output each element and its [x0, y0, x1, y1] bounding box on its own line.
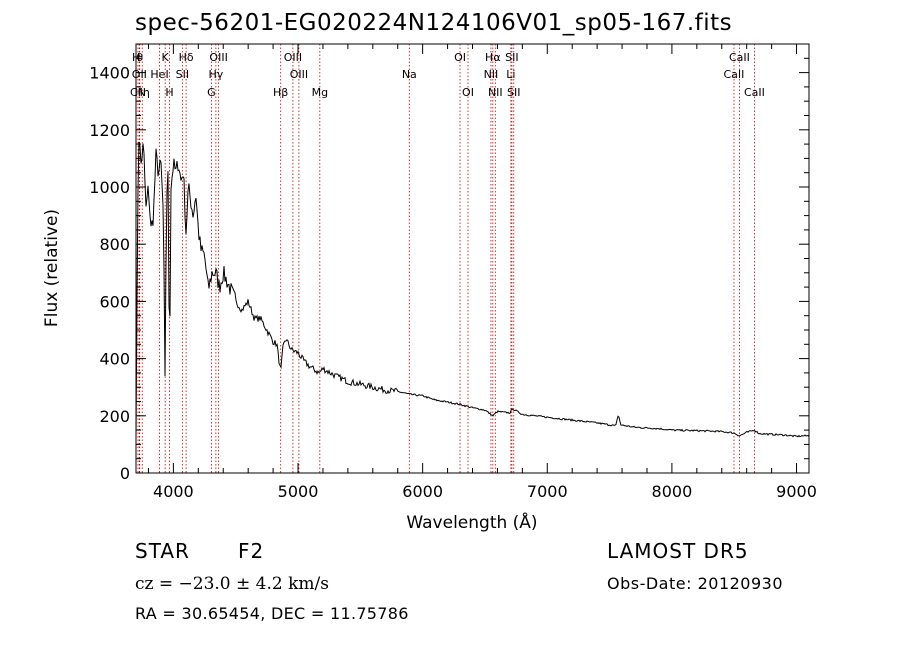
line-label: OII — [132, 68, 147, 81]
line-label: OI — [454, 51, 466, 64]
spectral-subclass: F2 — [238, 539, 265, 563]
line-label: SII — [505, 51, 518, 64]
observation-date: Obs-Date: 20120930 — [607, 574, 784, 593]
y-axis-label: Flux (relative) — [42, 209, 62, 327]
line-label: Li — [506, 68, 515, 81]
line-label: OI — [462, 86, 474, 99]
coordinates: RA = 30.65454, DEC = 11.75786 — [135, 604, 409, 623]
line-label: SII — [507, 86, 520, 99]
x-tick-label: 8000 — [652, 482, 693, 501]
x-axis: 4000 5000 6000 7000 8000 9000 — [147, 44, 817, 501]
x-tick-label: 7000 — [527, 482, 568, 501]
x-tick-label: 5000 — [278, 482, 319, 501]
x-tick-label: 4000 — [153, 482, 194, 501]
x-axis-label: Wavelength (Å) — [406, 511, 537, 533]
y-tick-label: 1200 — [89, 121, 130, 140]
y-tick-label: 0 — [120, 464, 130, 483]
x-tick-label: 6000 — [402, 482, 443, 501]
y-tick-label: 800 — [99, 235, 130, 254]
line-label: SII — [176, 68, 189, 81]
line-label: Mg — [312, 86, 328, 99]
spectrum-series-line — [135, 141, 810, 439]
line-label: θ — [136, 51, 143, 64]
object-class: STAR — [135, 539, 190, 563]
y-axis: 0 200 400 600 800 1000 1200 1400 — [89, 57, 809, 483]
y-tick-label: 600 — [99, 292, 130, 311]
y-tick-label: 400 — [99, 350, 130, 369]
line-label: Hβ — [273, 86, 288, 99]
line-label: NII — [488, 86, 503, 99]
redshift-velocity: cz = −23.0 ± 4.2 km/s — [135, 574, 329, 594]
line-label: CaII — [744, 86, 765, 99]
line-label: G — [207, 86, 216, 99]
survey-name: LAMOST DR5 — [607, 539, 749, 563]
chart-title: spec-56201-EG020224N124106V01_sp05-167.f… — [135, 10, 733, 36]
plot-frame — [135, 43, 810, 474]
y-tick-label: 200 — [99, 407, 130, 426]
line-label: NII — [484, 68, 499, 81]
y-tick-label: 1400 — [89, 64, 130, 83]
line-label: HeI — [150, 68, 168, 81]
y-tick-label: 1000 — [89, 178, 130, 197]
line-label: Hγ — [208, 68, 223, 81]
spectral-line-markers — [135, 44, 755, 473]
line-label: OIII — [284, 51, 302, 64]
line-label: H — [165, 86, 173, 99]
line-label: CaII — [724, 68, 745, 81]
line-label: OIII — [209, 51, 227, 64]
line-label: Hα — [485, 51, 501, 64]
line-label: K — [162, 51, 170, 64]
line-label: Na — [402, 68, 417, 81]
line-label: Hδ — [179, 51, 194, 64]
x-tick-label: 9000 — [776, 482, 817, 501]
line-label: OIII — [290, 68, 308, 81]
line-label: Hη — [135, 86, 150, 99]
line-label: CN — [130, 86, 146, 99]
line-label: CaII — [729, 51, 750, 64]
